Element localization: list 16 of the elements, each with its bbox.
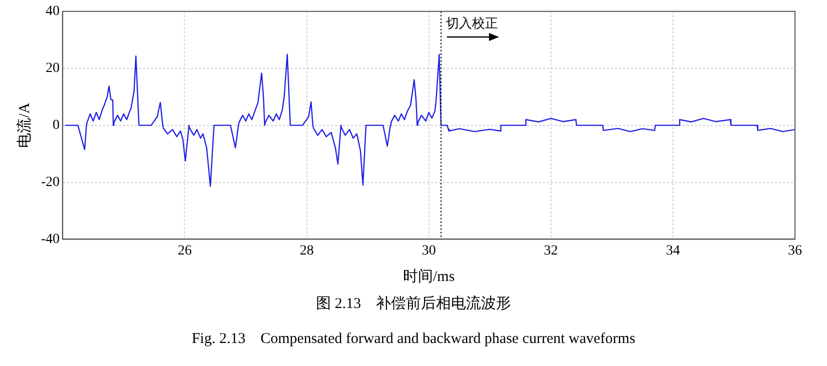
x-tick-label: 36 (788, 243, 802, 258)
y-tick-label: 40 (46, 4, 60, 20)
y-axis-title: 电流/A (16, 102, 33, 148)
y-tick-label: 20 (46, 61, 60, 76)
y-tick-label: -20 (40, 174, 60, 190)
y-tick-label: -40 (40, 232, 60, 247)
y-tick-label: 0 (52, 118, 60, 133)
x-tick-label: 28 (300, 243, 314, 258)
x-tick-label: 32 (544, 243, 558, 258)
x-tick-label: 30 (422, 243, 436, 258)
caption: Fig. 2.13 Compensated forward and backward phase current waveforms (190, 330, 636, 348)
x-tick-label: 26 (178, 243, 192, 258)
ref-line-label: 切入校正 (446, 15, 498, 30)
caption: 图 2.13 补偿前后相电流波形 (315, 294, 512, 313)
x-tick-label: 34 (666, 243, 680, 258)
x-axis-title: 时间/ms (402, 268, 455, 285)
